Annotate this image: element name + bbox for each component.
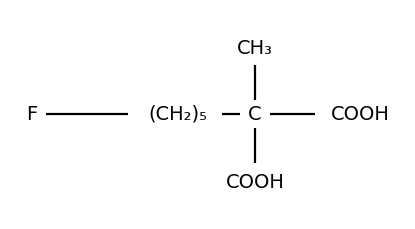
Text: COOH: COOH bbox=[226, 174, 284, 193]
Text: C: C bbox=[248, 104, 262, 123]
Text: CH₃: CH₃ bbox=[237, 38, 273, 57]
Text: F: F bbox=[27, 104, 38, 123]
Text: COOH: COOH bbox=[331, 104, 389, 123]
Text: (CH₂)₅: (CH₂)₅ bbox=[149, 104, 208, 123]
